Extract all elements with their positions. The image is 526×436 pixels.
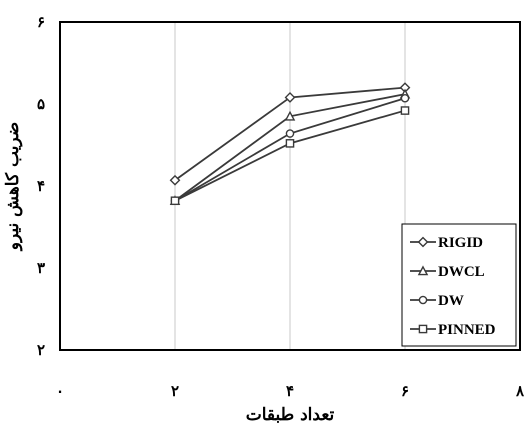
legend-item-dwcl: DWCL xyxy=(410,264,485,280)
series-layer xyxy=(169,82,411,206)
legend-marker-triangle xyxy=(417,265,429,276)
y-tick-label: ۴ xyxy=(37,177,45,195)
plot-area-frame xyxy=(59,21,521,351)
legend-label: DW xyxy=(438,293,464,309)
legend-item-pinned: PINNED xyxy=(410,322,496,338)
legend-marker-square xyxy=(418,324,428,334)
grid-layer xyxy=(174,22,406,350)
x-axis-title: تعداد طبقات xyxy=(246,405,335,425)
legend-label: DWCL xyxy=(438,264,485,280)
data-point-pinned xyxy=(285,139,295,148)
y-axis-title: ضریب کاهش نیرو xyxy=(3,122,23,252)
y-tick-label: ۲ xyxy=(37,341,45,359)
y-tick-label: ۵ xyxy=(37,95,45,113)
legend-label: PINNED xyxy=(438,322,496,338)
x-tick-label: ۲ xyxy=(171,382,179,400)
data-point-dwcl xyxy=(284,110,296,121)
data-point-dw xyxy=(400,93,410,103)
y-tick-label: ۶ xyxy=(37,13,45,31)
x-tick-label: ۶ xyxy=(401,382,409,400)
series-points-pinned xyxy=(170,106,410,206)
data-point-rigid xyxy=(169,174,181,186)
data-point-pinned xyxy=(170,196,180,206)
legend-item-dw: DW xyxy=(410,293,464,309)
legend-label: RIGID xyxy=(438,235,483,251)
y-tick-label: ۳ xyxy=(37,259,45,277)
tick-labels: ۰ ۲ ۴ ۶ ۸ ۲ ۳ ۴ ۵ ۶ xyxy=(37,13,525,400)
x-tick-label: ۴ xyxy=(286,382,294,400)
data-point-pinned xyxy=(400,106,410,115)
data-point-rigid xyxy=(284,92,296,103)
x-tick-label: ۸ xyxy=(515,382,525,400)
legend-item-rigid: RIGID xyxy=(410,235,483,251)
x-tick-label: ۰ xyxy=(56,382,64,400)
legend-marker-diamond xyxy=(417,236,429,248)
legend-marker-circle xyxy=(418,295,428,305)
legend-items: RIGID DWCL DW PINNED xyxy=(410,235,496,338)
legend: RIGID DWCL DW PINNED xyxy=(401,223,517,347)
data-point-dw xyxy=(285,129,295,138)
